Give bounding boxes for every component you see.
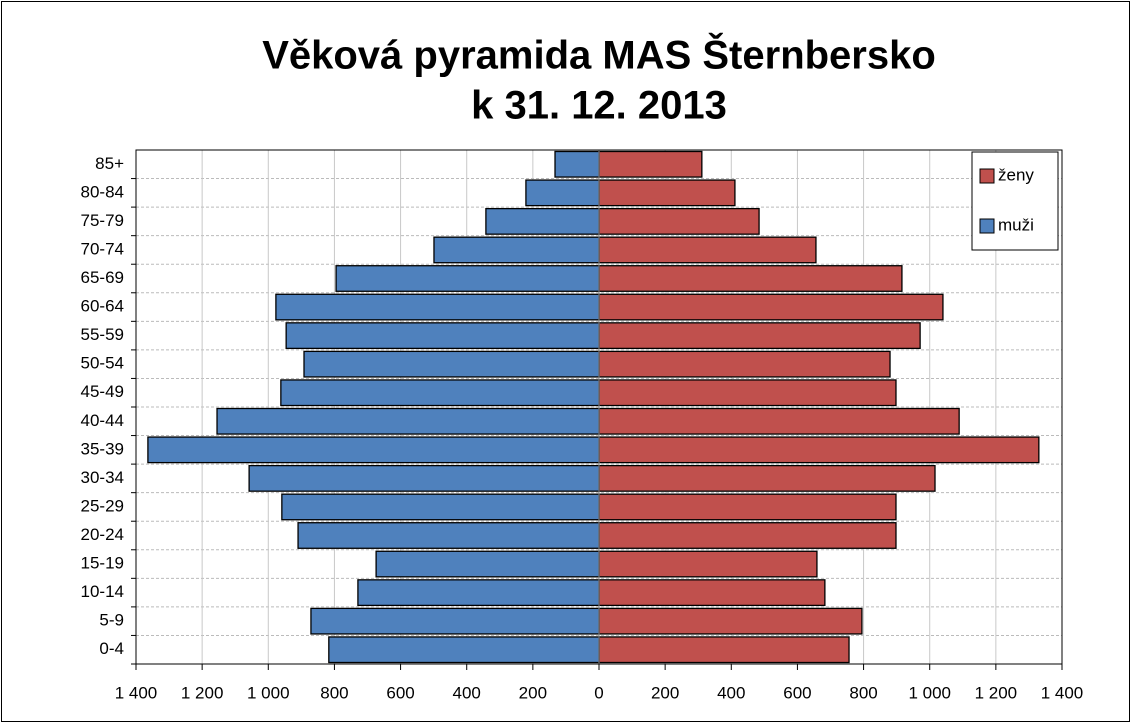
bar xyxy=(598,636,850,664)
legend-swatch xyxy=(979,218,995,234)
bar xyxy=(598,607,863,635)
bar xyxy=(335,265,600,292)
x-tick-label: 200 xyxy=(519,683,547,702)
bar xyxy=(598,493,897,521)
y-tick-label: 15-19 xyxy=(81,554,124,573)
x-tick-label: 1 400 xyxy=(1041,683,1084,702)
bar xyxy=(598,407,960,435)
x-tick-label: 800 xyxy=(320,683,348,702)
bar xyxy=(248,464,600,492)
y-tick-label: 60-64 xyxy=(81,297,124,316)
x-tick-label: 0 xyxy=(594,683,603,702)
chart-subtitle: k 31. 12. 2013 xyxy=(471,84,727,128)
bar xyxy=(485,207,600,235)
bar xyxy=(598,579,826,607)
x-tick-label: 1 200 xyxy=(975,683,1018,702)
y-tick-label: 25-29 xyxy=(81,496,124,515)
bar xyxy=(598,150,703,178)
y-tick-label: 0-4 xyxy=(99,639,124,658)
y-tick-label: 70-74 xyxy=(81,239,124,258)
bar xyxy=(598,464,936,492)
x-tick-label: 600 xyxy=(386,683,414,702)
bar xyxy=(525,179,600,207)
y-tick-label: 35-39 xyxy=(81,439,124,458)
bar xyxy=(275,293,600,321)
bar xyxy=(328,636,600,664)
x-tick-label: 200 xyxy=(651,683,679,702)
bar xyxy=(598,179,736,207)
bar xyxy=(310,607,600,635)
x-tick-label: 1 000 xyxy=(908,683,951,702)
bar xyxy=(598,436,1040,464)
y-tick-label: 5-9 xyxy=(99,611,124,630)
bar xyxy=(147,436,600,464)
bar xyxy=(598,207,760,235)
bar xyxy=(433,236,600,264)
legend-label: muži xyxy=(998,215,1034,234)
legend-swatch xyxy=(979,168,995,184)
bar xyxy=(598,322,921,350)
x-tick-label: 800 xyxy=(849,683,877,702)
legend-label: ženy xyxy=(998,165,1034,184)
plot-border xyxy=(135,149,1063,665)
bar xyxy=(598,293,944,321)
y-tick-label: 30-34 xyxy=(81,468,124,487)
y-tick-label: 10-14 xyxy=(81,582,124,601)
y-tick-label: 65-69 xyxy=(81,268,124,287)
x-tick-label: 1 400 xyxy=(115,683,158,702)
bar xyxy=(375,550,600,578)
bar xyxy=(598,265,903,292)
bar xyxy=(216,407,600,435)
y-tick-label: 45-49 xyxy=(81,382,124,401)
y-tick-label: 80-84 xyxy=(81,182,124,201)
bar xyxy=(285,322,600,350)
legend-box xyxy=(971,151,1059,251)
y-tick-label: 85+ xyxy=(95,154,124,173)
bar xyxy=(303,350,600,378)
bar xyxy=(297,522,600,549)
y-tick-label: 55-59 xyxy=(81,325,124,344)
x-tick-label: 400 xyxy=(717,683,745,702)
bar xyxy=(598,350,891,378)
y-tick-label: 75-79 xyxy=(81,211,124,230)
x-tick-label: 400 xyxy=(453,683,481,702)
y-tick-label: 50-54 xyxy=(81,354,124,373)
bar xyxy=(281,493,600,521)
x-tick-label: 1 000 xyxy=(247,683,290,702)
x-tick-label: 1 200 xyxy=(181,683,224,702)
x-tick-label: 600 xyxy=(783,683,811,702)
bar xyxy=(598,550,818,578)
bar xyxy=(598,522,897,549)
bar xyxy=(357,579,600,607)
bar xyxy=(280,379,600,407)
bar xyxy=(598,379,897,407)
bar xyxy=(554,150,600,178)
chart-title: Věková pyramida MAS Šternbersko xyxy=(262,32,936,78)
y-tick-label: 40-44 xyxy=(81,411,124,430)
y-tick-label: 20-24 xyxy=(81,525,124,544)
bar xyxy=(598,236,817,264)
